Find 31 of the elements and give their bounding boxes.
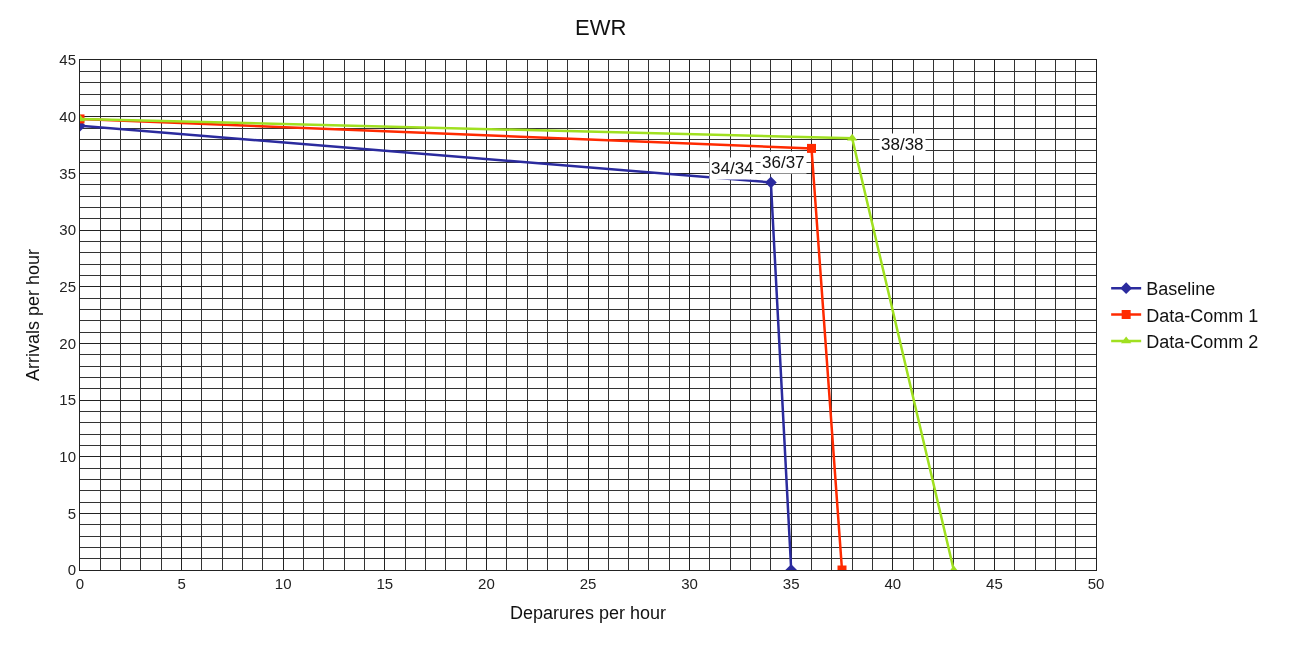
y-tick-label: 35 [59, 164, 76, 182]
y-tick-label: 45 [59, 51, 76, 69]
point [765, 176, 777, 189]
point [807, 143, 817, 153]
x-tick-label: 45 [986, 575, 1003, 592]
x-tick-label: 10 [274, 575, 292, 592]
y-tick-label: 15 [59, 391, 76, 409]
y-tick-label: 5 [67, 504, 76, 522]
chart-title: EWR [575, 14, 627, 40]
x-tick-label: 40 [884, 575, 902, 592]
x-tick-label: 50 [1087, 575, 1105, 592]
annotation: 34/34 [711, 159, 754, 178]
x-tick-label: 35 [782, 575, 800, 592]
legend-label: Baseline [1146, 279, 1216, 300]
x-tick-label: 5 [177, 575, 186, 592]
x-axis-title: Deparures per hour [509, 603, 667, 624]
legend-label: Data-Comm 2 [1146, 332, 1259, 353]
y-tick-label: 30 [59, 221, 76, 239]
y-tick-label: 25 [59, 277, 76, 295]
y-tick-label: 20 [59, 334, 76, 352]
y-tick-label: 10 [59, 447, 76, 465]
y-tick-label: 40 [59, 107, 76, 125]
y-tick-label: 0 [67, 561, 76, 579]
x-tick-label: 15 [376, 575, 394, 592]
annotation: 38/38 [881, 135, 924, 154]
x-tick-label: 25 [579, 575, 597, 592]
annotation: 36/37 [762, 153, 805, 172]
x-tick-label: 20 [478, 575, 495, 592]
x-tick-label: 30 [681, 575, 698, 592]
y-axis-title: Arrivals per hour [22, 248, 43, 382]
legend-label: Data-Comm 1 [1146, 305, 1259, 326]
